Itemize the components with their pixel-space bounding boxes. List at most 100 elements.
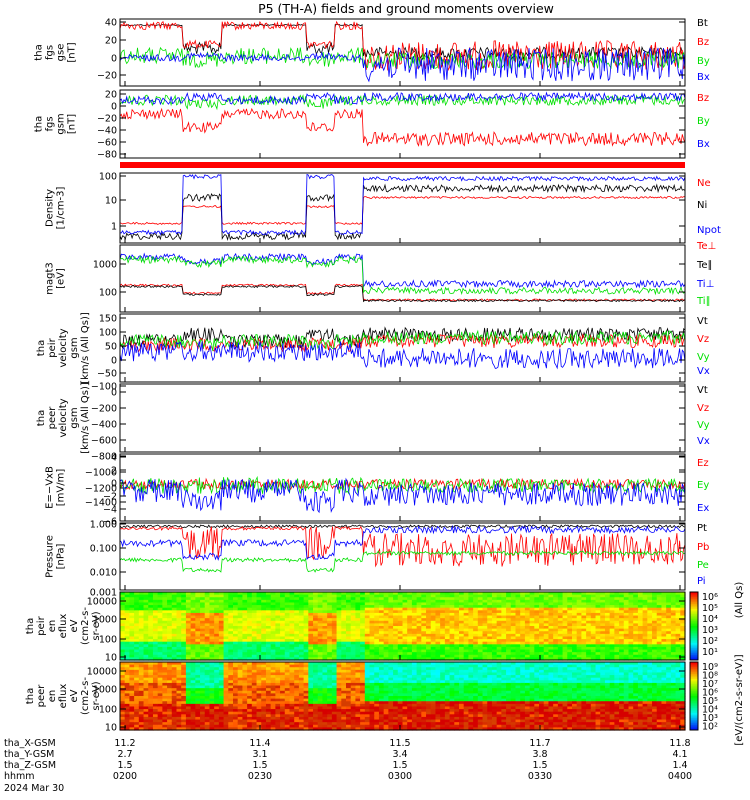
spectrogram-cell — [548, 607, 554, 611]
spectrogram-cell — [129, 716, 135, 721]
spectrogram-cell — [209, 649, 215, 653]
spectrogram-cell — [223, 599, 229, 604]
spectrogram-cell — [355, 680, 361, 684]
spectrogram-cell — [586, 592, 592, 596]
spectrogram-cell — [167, 628, 173, 632]
spectrogram-cell — [360, 615, 366, 619]
spectrogram-cell — [171, 626, 178, 630]
spectrogram-cell — [647, 615, 653, 619]
spectrogram-cell — [360, 654, 366, 658]
spectrogram-cell — [120, 633, 126, 638]
spectrogram-cell — [181, 657, 187, 661]
spectrogram-cell — [171, 727, 178, 731]
spectrogram-cell — [303, 727, 309, 731]
spectrogram-cell — [393, 631, 399, 635]
spectrogram-cell — [421, 646, 427, 651]
spectrogram-cell — [336, 649, 342, 653]
spectrogram-cell — [200, 628, 206, 632]
spectrogram-cell — [308, 592, 314, 596]
spectrogram-cell — [261, 719, 267, 723]
spectrogram-cell — [336, 641, 342, 645]
spectrogram-cell — [388, 667, 394, 671]
spectrogram-cell — [609, 636, 615, 640]
spectrogram-cell — [275, 698, 281, 702]
spectrogram-cell — [341, 652, 347, 656]
spectrogram-cell — [411, 644, 418, 648]
spectrogram-cell — [586, 641, 592, 645]
spectrogram-cell — [637, 612, 644, 617]
spectrogram-cell — [317, 633, 324, 638]
spectrogram-cell — [195, 602, 201, 606]
spectrogram-cell — [284, 628, 291, 632]
spectrogram-cell — [604, 612, 611, 617]
spectrogram-cell — [294, 657, 300, 661]
spectrogram-cell — [261, 706, 267, 710]
spectrogram-cell — [411, 646, 418, 651]
spectrogram-cell — [350, 615, 357, 619]
spectrogram-cell — [369, 649, 375, 653]
spectrogram-cell — [129, 690, 135, 694]
spectrogram-cell — [322, 612, 328, 617]
spectrogram-cell — [223, 716, 229, 721]
spectrogram-cell — [233, 641, 239, 645]
spectrogram-cell — [350, 706, 357, 710]
spectrogram-cell — [383, 677, 389, 681]
spectrogram-cell — [204, 690, 211, 694]
spectrogram-cell — [120, 649, 126, 653]
spectrogram-cell — [209, 597, 215, 601]
spectrogram-cell — [270, 696, 276, 700]
spectrogram-cell — [666, 652, 672, 656]
spectrogram-cell — [397, 696, 404, 700]
spectrogram-cell — [322, 626, 328, 630]
spectrogram-cell — [228, 631, 234, 635]
spectrogram-cell — [623, 597, 630, 601]
spectrogram-cell — [171, 675, 178, 679]
spectrogram-cell — [346, 669, 352, 674]
spectrogram-cell — [529, 657, 535, 661]
spectrogram-cell — [652, 626, 658, 630]
spectrogram-cell — [487, 639, 493, 643]
spectrogram-cell — [383, 605, 389, 609]
spectrogram-cell — [134, 623, 140, 627]
spectrogram-cell — [195, 727, 201, 731]
spectrogram-cell — [600, 644, 606, 648]
spectrogram-cell — [148, 654, 154, 658]
spectrogram-cell — [171, 612, 178, 617]
spectrogram-cell — [280, 706, 286, 710]
spectrogram-cell — [393, 654, 399, 658]
spectrogram-cell — [619, 636, 625, 640]
spectrogram-cell — [374, 628, 380, 632]
spectrogram-cell — [539, 602, 545, 606]
spectrogram-cell — [181, 646, 187, 651]
spectrogram-cell — [633, 599, 639, 604]
spectrogram-cell — [176, 641, 182, 645]
spectrogram-cell — [171, 639, 178, 643]
spectrogram-cell — [449, 618, 455, 622]
spectrogram-cell — [120, 644, 126, 648]
spectrogram-cell — [190, 636, 196, 640]
spectrogram-cell — [355, 669, 361, 674]
spectrogram-cell — [411, 669, 418, 674]
spectrogram-cell — [491, 636, 498, 640]
spectrogram-cell — [459, 649, 465, 653]
spectrogram-cell — [284, 662, 291, 666]
spectrogram-cell — [402, 672, 408, 676]
spectrogram-cell — [548, 657, 554, 661]
spectrogram-cell — [468, 592, 474, 596]
spectrogram-cell — [557, 657, 564, 661]
spectrogram-cell — [407, 615, 413, 619]
spectrogram-cell — [331, 680, 338, 684]
spectrogram-cell — [397, 644, 404, 648]
spectrogram-cell — [204, 688, 211, 692]
spectrogram-cell — [670, 597, 677, 601]
spectrogram-cell — [265, 636, 272, 640]
spectrogram-cell — [181, 719, 187, 723]
spectrogram-cell — [487, 620, 493, 624]
spectrogram-cell — [407, 610, 413, 614]
spectrogram-cell — [256, 641, 262, 645]
spectrogram-cell — [581, 612, 587, 617]
spectrogram-cell — [148, 669, 154, 674]
spectrogram-cell — [200, 618, 206, 622]
spectrogram-cell — [449, 633, 455, 638]
spectrogram-cell — [303, 719, 309, 723]
